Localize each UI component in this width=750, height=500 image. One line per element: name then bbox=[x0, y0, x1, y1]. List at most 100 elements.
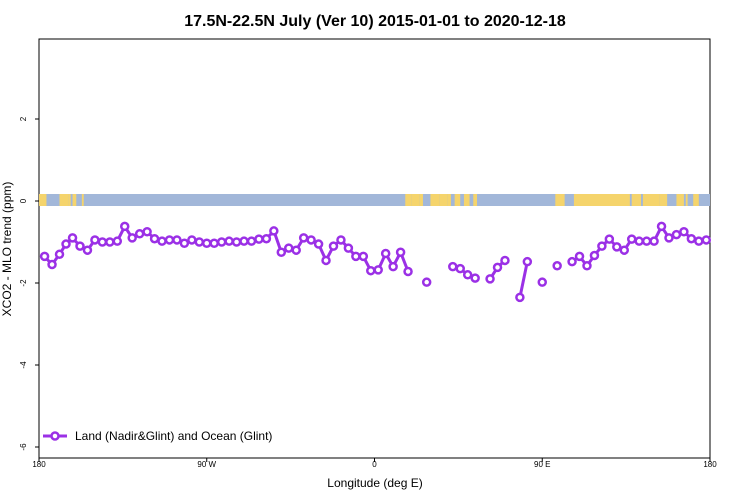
data-point bbox=[82, 245, 93, 255]
data-point bbox=[61, 239, 71, 249]
data-point bbox=[626, 234, 637, 244]
data-point bbox=[634, 236, 644, 246]
land-segment bbox=[405, 194, 412, 206]
data-point bbox=[321, 255, 331, 266]
land-segment bbox=[659, 194, 668, 206]
land-segment bbox=[473, 194, 478, 206]
land-segment bbox=[72, 194, 77, 206]
data-point bbox=[216, 237, 227, 247]
data-point bbox=[284, 243, 294, 253]
data-point bbox=[54, 249, 65, 260]
data-point bbox=[90, 235, 100, 245]
x-tick-label: 180 bbox=[32, 460, 46, 469]
data-point bbox=[552, 261, 562, 271]
y-tick-label: -2 bbox=[19, 279, 28, 287]
x-tick-label: 180 bbox=[703, 460, 717, 469]
y-tick-label: 2 bbox=[19, 116, 28, 121]
data-point bbox=[358, 251, 369, 262]
y-tick-label: -4 bbox=[19, 361, 28, 369]
data-point bbox=[172, 235, 182, 245]
data-point bbox=[589, 250, 600, 261]
land-segment bbox=[439, 194, 448, 206]
data-point bbox=[298, 233, 309, 243]
x-tick-label: 90 W bbox=[197, 460, 216, 469]
data-point bbox=[75, 241, 85, 251]
data-point bbox=[604, 234, 615, 244]
data-point bbox=[313, 239, 324, 249]
data-point bbox=[686, 233, 697, 244]
x-tick-label: 90 E bbox=[534, 460, 550, 469]
y-axis: -6 -4 -2 0 2 bbox=[19, 116, 39, 451]
data-point bbox=[500, 255, 510, 266]
data-point bbox=[388, 261, 398, 272]
land-segment bbox=[555, 194, 565, 206]
legend-marker bbox=[50, 431, 60, 441]
chart-title: 17.5N-22.5N July (Ver 10) 2015-01-01 to … bbox=[184, 13, 566, 30]
data-point bbox=[455, 263, 465, 274]
data-point bbox=[246, 236, 257, 246]
data-point bbox=[641, 236, 652, 246]
land-segment bbox=[454, 194, 461, 206]
data-point bbox=[105, 237, 115, 247]
data-point bbox=[142, 227, 152, 237]
data-point bbox=[269, 226, 279, 236]
data-point bbox=[649, 236, 659, 246]
data-point bbox=[492, 262, 503, 273]
data-point bbox=[395, 247, 406, 257]
land-segment bbox=[419, 194, 423, 206]
land-segment bbox=[59, 194, 67, 206]
data-point bbox=[134, 229, 145, 239]
data-point bbox=[515, 292, 525, 303]
data-point bbox=[231, 237, 242, 247]
data-point bbox=[179, 238, 190, 248]
data-point bbox=[224, 236, 234, 246]
data-point bbox=[403, 266, 413, 277]
x-axis-label: Longitude (deg E) bbox=[327, 476, 422, 490]
data-point bbox=[373, 265, 383, 275]
data-point bbox=[97, 237, 108, 247]
series-line bbox=[43, 224, 410, 273]
series-layer bbox=[39, 221, 712, 303]
plot-frame bbox=[38, 38, 711, 459]
data-point bbox=[522, 256, 533, 267]
data-point bbox=[119, 221, 130, 232]
data-point bbox=[112, 236, 123, 246]
data-point bbox=[567, 256, 577, 267]
data-point bbox=[254, 234, 264, 244]
data-point bbox=[462, 270, 473, 280]
data-point bbox=[194, 237, 205, 247]
y-axis-label: XCO2 - MLO trend (ppm) bbox=[0, 182, 14, 317]
data-point bbox=[656, 221, 667, 232]
land-segment bbox=[68, 194, 71, 206]
land-segment bbox=[616, 194, 627, 206]
x-tick-label: 0 bbox=[372, 460, 377, 469]
data-point bbox=[470, 273, 480, 283]
data-point bbox=[664, 233, 674, 243]
land-segment bbox=[432, 194, 440, 206]
data-point bbox=[276, 247, 287, 257]
data-point bbox=[291, 245, 301, 255]
data-point bbox=[421, 277, 432, 287]
data-point bbox=[343, 243, 354, 253]
data-point bbox=[485, 274, 495, 284]
data-point bbox=[679, 227, 689, 237]
data-point bbox=[619, 245, 630, 255]
data-point bbox=[328, 241, 339, 251]
data-point bbox=[701, 235, 712, 245]
legend: Land (Nadir&Glint) and Ocean (Glint) bbox=[43, 429, 272, 443]
y-tick-label: 0 bbox=[19, 198, 28, 203]
data-point bbox=[351, 251, 361, 262]
data-point bbox=[261, 233, 272, 244]
data-point bbox=[202, 238, 212, 248]
data-point bbox=[187, 235, 197, 245]
land-segment bbox=[39, 194, 47, 206]
land-segment bbox=[463, 194, 470, 206]
land-segment bbox=[693, 194, 699, 206]
data-point bbox=[164, 235, 175, 245]
data-point bbox=[127, 233, 137, 243]
land-segment bbox=[631, 194, 642, 206]
data-point bbox=[448, 261, 458, 272]
data-point bbox=[239, 236, 249, 246]
